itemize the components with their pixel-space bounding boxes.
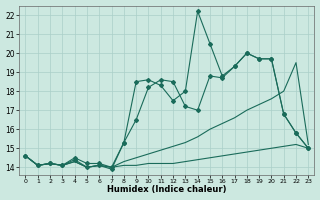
X-axis label: Humidex (Indice chaleur): Humidex (Indice chaleur): [107, 185, 227, 194]
